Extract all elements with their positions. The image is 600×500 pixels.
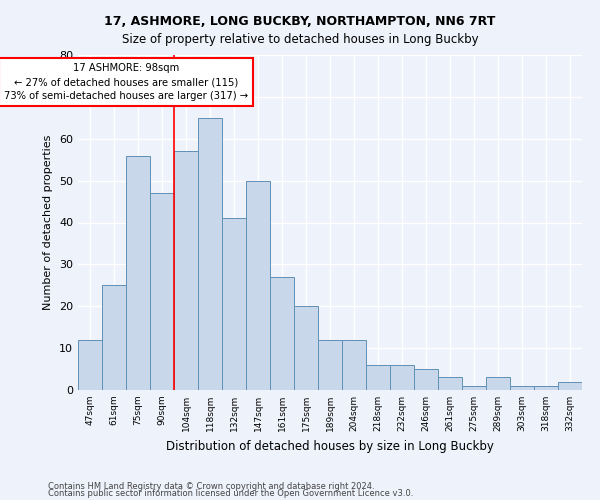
Bar (126, 156, 150, 390)
Bar (390, 365, 414, 390)
Bar (414, 369, 438, 390)
Bar (78, 340, 102, 390)
Bar (510, 386, 534, 390)
Bar (366, 365, 390, 390)
Text: Contains HM Land Registry data © Crown copyright and database right 2024.: Contains HM Land Registry data © Crown c… (48, 482, 374, 491)
Y-axis label: Number of detached properties: Number of detached properties (43, 135, 53, 310)
Bar (294, 306, 318, 390)
Bar (150, 193, 174, 390)
Bar (438, 378, 462, 390)
Bar (342, 340, 366, 390)
Bar (222, 218, 246, 390)
Text: 17 ASHMORE: 98sqm
← 27% of detached houses are smaller (115)
73% of semi-detache: 17 ASHMORE: 98sqm ← 27% of detached hous… (4, 64, 248, 102)
Bar (270, 277, 294, 390)
Bar (462, 386, 486, 390)
Bar (486, 378, 510, 390)
Text: 17, ASHMORE, LONG BUCKBY, NORTHAMPTON, NN6 7RT: 17, ASHMORE, LONG BUCKBY, NORTHAMPTON, N… (104, 15, 496, 28)
Bar (174, 152, 198, 390)
X-axis label: Distribution of detached houses by size in Long Buckby: Distribution of detached houses by size … (166, 440, 494, 452)
Bar (558, 382, 582, 390)
Bar (198, 118, 222, 390)
Text: Size of property relative to detached houses in Long Buckby: Size of property relative to detached ho… (122, 32, 478, 46)
Bar (246, 180, 270, 390)
Bar (318, 340, 342, 390)
Text: Contains public sector information licensed under the Open Government Licence v3: Contains public sector information licen… (48, 489, 413, 498)
Bar (102, 286, 126, 390)
Bar (534, 386, 558, 390)
